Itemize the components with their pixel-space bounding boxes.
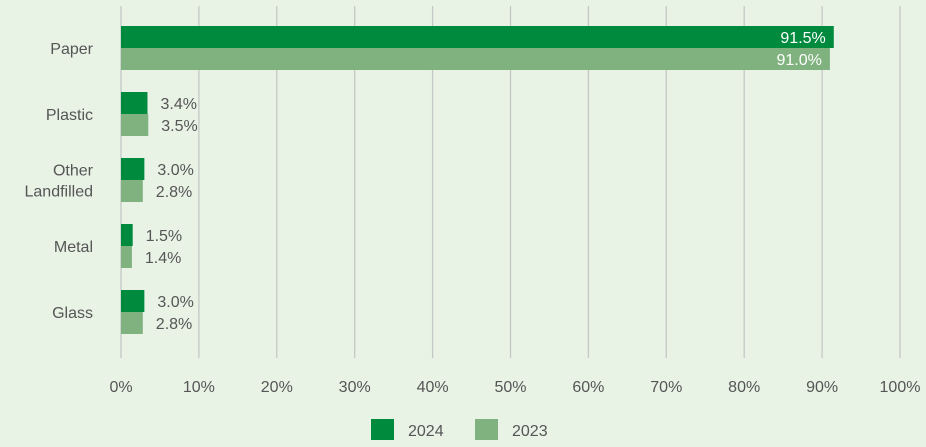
category-label: Other Landfilled: [25, 163, 94, 201]
data-label: 2.8%: [156, 316, 192, 333]
data-label: 3.5%: [161, 118, 197, 135]
category-label: Metal: [54, 239, 93, 256]
category-label: Paper: [50, 41, 93, 58]
x-tick-label: 40%: [417, 379, 449, 396]
data-label: 3.4%: [160, 96, 196, 113]
bar-2023-2: [121, 180, 143, 202]
data-label: 3.0%: [157, 162, 193, 179]
x-tick-label: 100%: [880, 379, 921, 396]
category-label: Glass: [52, 305, 93, 322]
x-tick-label: 10%: [183, 379, 215, 396]
x-tick-label: 80%: [728, 379, 760, 396]
bar-2024-0: [121, 26, 834, 48]
data-label: 1.4%: [145, 250, 181, 267]
bar-2024-2: [121, 158, 145, 180]
data-label: 91.0%: [777, 52, 822, 69]
x-tick-label: 60%: [572, 379, 604, 396]
data-label: 1.5%: [146, 228, 182, 245]
x-tick-label: 30%: [339, 379, 371, 396]
x-tick-label: 50%: [494, 379, 526, 396]
x-tick-label: 0%: [109, 379, 132, 396]
bar-2023-3: [121, 246, 132, 268]
data-label: 3.0%: [157, 294, 193, 311]
x-tick-label: 90%: [806, 379, 838, 396]
data-label: 2.8%: [156, 184, 192, 201]
legend-swatch-2023: [475, 419, 498, 440]
data-label: 91.5%: [780, 30, 825, 47]
x-tick-label: 70%: [650, 379, 682, 396]
bar-2024-4: [121, 290, 145, 312]
bar-2024-1: [121, 92, 148, 114]
x-tick-label: 20%: [261, 379, 293, 396]
legend-swatch-2024: [371, 419, 394, 440]
legend-label: 2024: [408, 423, 444, 440]
bar-2023-1: [121, 114, 149, 136]
bar-2023-0: [121, 48, 830, 70]
bar-2024-3: [121, 224, 133, 246]
legend-label: 2023: [512, 423, 548, 440]
category-label: Plastic: [46, 107, 93, 124]
bar-2023-4: [121, 312, 143, 334]
